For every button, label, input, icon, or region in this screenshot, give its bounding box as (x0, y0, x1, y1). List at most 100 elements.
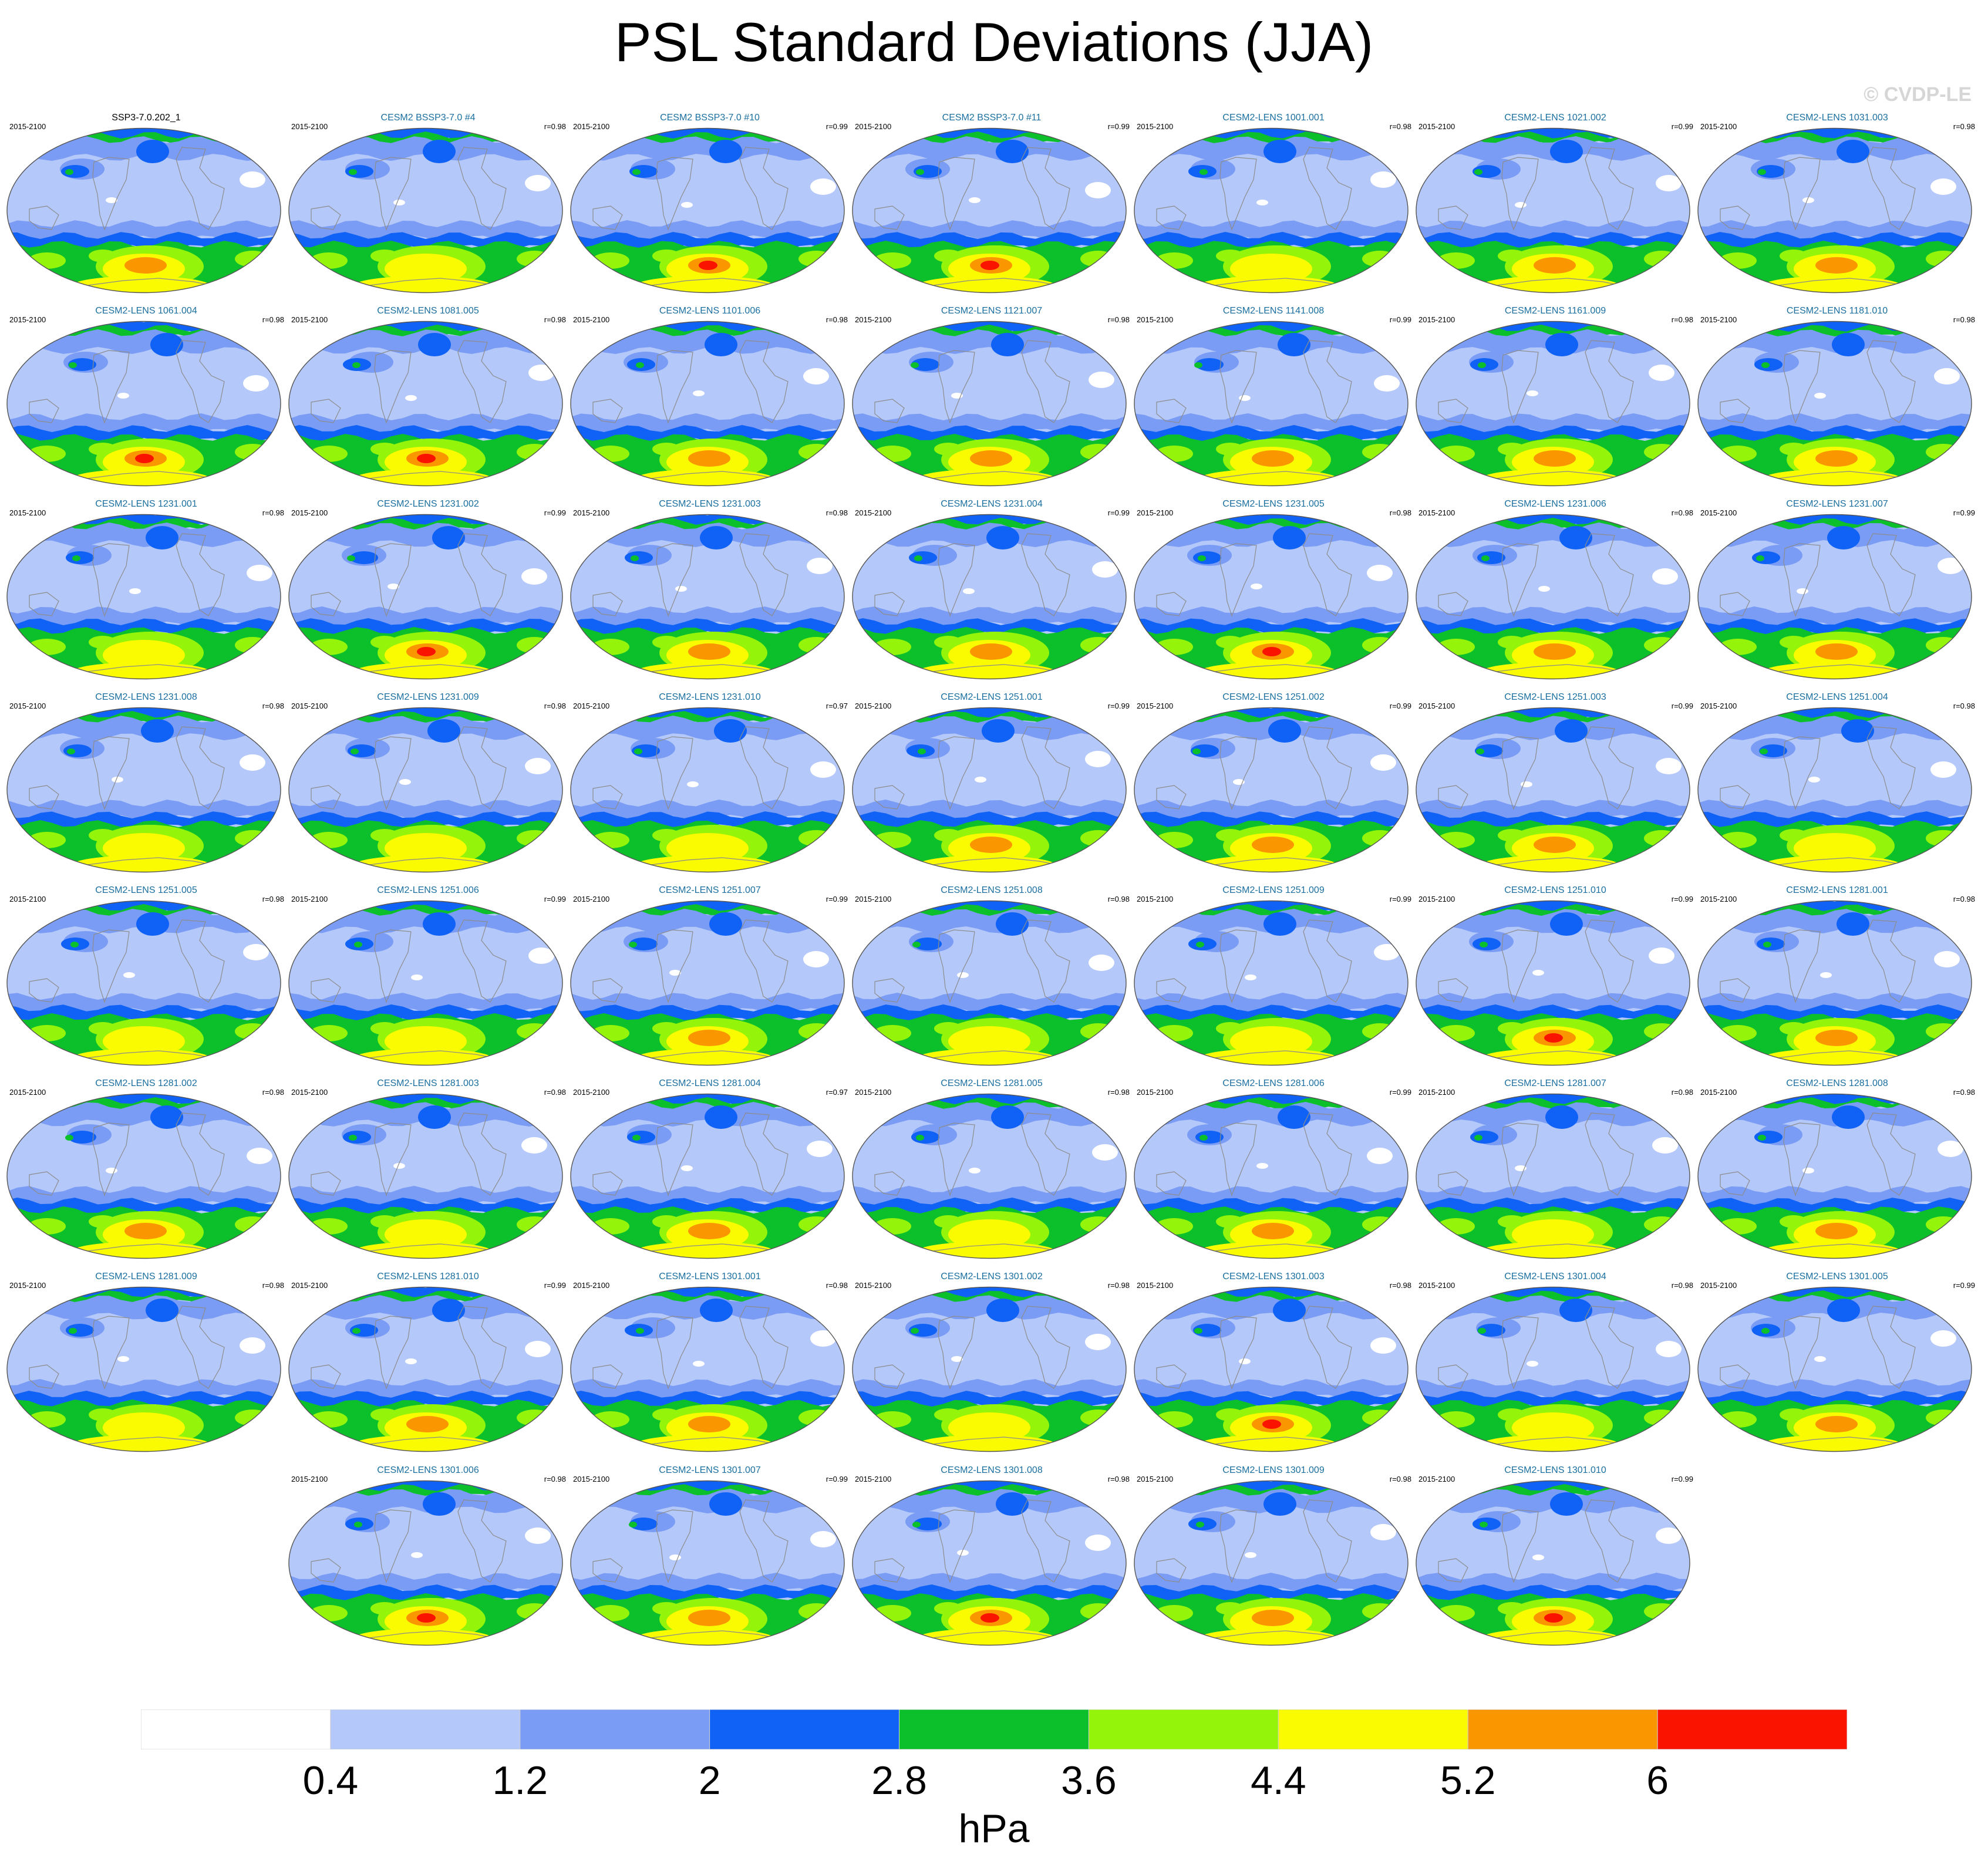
coastline (29, 1171, 59, 1196)
colorbar (141, 1709, 1847, 1749)
coastline (1497, 278, 1627, 287)
map-frame (1697, 1286, 1972, 1452)
map-panel: 2015-2100 CESM2-LENS 1281.009 r=0.98 (6, 1262, 287, 1453)
coastline (29, 592, 59, 616)
map-frame (1416, 1286, 1690, 1452)
colorbar-swatch (709, 1709, 900, 1749)
panel-correlation: r=0.99 (1389, 1088, 1411, 1097)
panel-period: 2015-2100 (1418, 122, 1455, 131)
panel-period: 2015-2100 (1418, 315, 1455, 324)
coastline (1021, 1112, 1070, 1196)
map-svg (570, 707, 845, 873)
panel-correlation: r=0.98 (1107, 1475, 1130, 1483)
coastline (29, 1364, 59, 1389)
coastline (933, 1050, 1063, 1060)
map-svg (288, 900, 563, 1066)
coastline (938, 157, 975, 231)
coastline (1215, 1050, 1345, 1060)
map-panel: 2015-2100 CESM2 BSSP3-7.0 #4 r=0.98 (288, 103, 568, 294)
panel-correlation: r=0.98 (544, 1088, 566, 1097)
map-panel: 2015-2100 CESM2-LENS 1231.008 r=0.98 (6, 683, 287, 874)
coastline (374, 543, 412, 617)
panel-period: 2015-2100 (1137, 122, 1174, 131)
colorbar-tick-label: 4.4 (1251, 1758, 1306, 1803)
panel-correlation: r=0.97 (825, 1088, 848, 1097)
coastline (938, 736, 975, 810)
panel-period: 2015-2100 (573, 1475, 610, 1483)
coastline (933, 471, 1063, 480)
coastline (1156, 978, 1187, 1003)
coastline (1501, 350, 1539, 424)
panel-title: CESM2-LENS 1231.001 (95, 499, 197, 509)
panel-period: 2015-2100 (291, 702, 328, 710)
map-frame (6, 514, 281, 680)
panel-period: 2015-2100 (573, 1088, 610, 1097)
map-frame (288, 1093, 563, 1259)
map-panel: 2015-2100 CESM2-LENS 1231.006 r=0.98 (1415, 490, 1696, 680)
map-panel: 2015-2100 CESM2-LENS 1281.004 r=0.97 (570, 1069, 850, 1260)
panel-title: CESM2-LENS 1231.006 (1504, 499, 1606, 509)
map-svg (6, 1093, 281, 1259)
panel-period: 2015-2100 (1700, 702, 1737, 710)
coastline (592, 1558, 623, 1583)
coastline (933, 1437, 1063, 1446)
coastline (1783, 543, 1821, 617)
coastline (1866, 1306, 1916, 1389)
coastline (374, 929, 412, 1003)
coastline (656, 350, 693, 424)
panel-title: CESM2-LENS 1141.008 (1222, 306, 1325, 316)
coastline (656, 929, 693, 1003)
panel-period: 2015-2100 (573, 508, 610, 517)
coastline (374, 1509, 412, 1583)
coastline (739, 1306, 789, 1389)
panel-period: 2015-2100 (1137, 315, 1174, 324)
coastline (739, 726, 789, 810)
map-panel: 2015-2100 CESM2-LENS 1281.008 r=0.98 (1697, 1069, 1977, 1260)
coastline (651, 664, 781, 673)
panel-title: CESM2-LENS 1301.007 (659, 1465, 761, 1475)
panel-period: 2015-2100 (9, 122, 46, 131)
panel-title: CESM2-LENS 1301.008 (941, 1465, 1043, 1475)
coastline (87, 278, 218, 287)
coastline (592, 399, 623, 423)
panel-period: 2015-2100 (573, 895, 610, 903)
map-field (1698, 321, 1972, 486)
coastline (1438, 1364, 1468, 1389)
panel-correlation: r=0.99 (1107, 702, 1130, 710)
coastline (1303, 1499, 1352, 1583)
panel-title: CESM2-LENS 1301.010 (1504, 1465, 1606, 1475)
coastline (1021, 919, 1070, 1003)
coastline (457, 1306, 507, 1389)
map-svg (1697, 900, 1972, 1066)
map-svg (1416, 707, 1690, 873)
coastline (874, 1171, 905, 1196)
coastline (92, 1316, 130, 1390)
coastline (739, 533, 789, 616)
coastline (651, 471, 781, 480)
coastline (87, 857, 218, 866)
panel-grid: 2015-2100 SSP3-7.0.202_1 2015-2100 CESM2 BS… (6, 103, 1977, 1646)
map-panel: 2015-2100 CESM2-LENS 1251.004 r=0.98 (1697, 683, 1977, 874)
map-frame (1416, 707, 1690, 873)
panel-period: 2015-2100 (1700, 122, 1737, 131)
coastline (651, 1437, 781, 1446)
coastline (176, 533, 225, 616)
map-frame (1697, 1093, 1972, 1259)
coastline (1501, 929, 1539, 1003)
panel-period: 2015-2100 (9, 315, 46, 324)
coastline (29, 978, 59, 1003)
coastline (1219, 350, 1257, 424)
coastline (874, 978, 905, 1003)
panel-period: 2015-2100 (1700, 1281, 1737, 1290)
map-svg (1134, 1093, 1409, 1259)
panel-title: CESM2-LENS 1251.002 (1222, 692, 1325, 702)
panel-period: 2015-2100 (1137, 1088, 1174, 1097)
panel-period: 2015-2100 (855, 1088, 892, 1097)
coastline (656, 1509, 693, 1583)
map-field (853, 901, 1126, 1065)
panel-period: 2015-2100 (855, 702, 892, 710)
coastline (1156, 205, 1187, 230)
map-panel: 2015-2100 CESM2-LENS 1251.007 r=0.99 (570, 876, 850, 1067)
map-frame (288, 127, 563, 294)
panel-period: 2015-2100 (291, 895, 328, 903)
